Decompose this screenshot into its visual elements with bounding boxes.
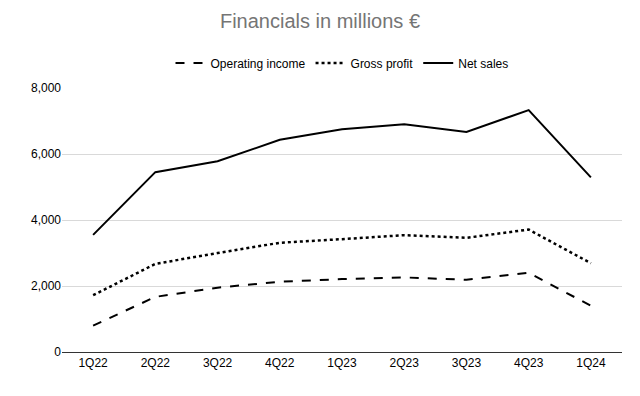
svg-text:1Q24: 1Q24	[576, 356, 606, 370]
svg-text:1Q22: 1Q22	[78, 356, 108, 370]
svg-text:1Q23: 1Q23	[327, 356, 357, 370]
svg-text:4Q22: 4Q22	[265, 356, 295, 370]
svg-text:4,000: 4,000	[31, 213, 61, 227]
svg-text:Net sales: Net sales	[458, 57, 508, 71]
svg-text:2Q23: 2Q23	[390, 356, 420, 370]
svg-text:Financials in millions €: Financials in millions €	[220, 10, 420, 32]
svg-text:Gross profit: Gross profit	[351, 57, 414, 71]
svg-text:3Q23: 3Q23	[452, 356, 482, 370]
svg-text:Operating income: Operating income	[211, 57, 306, 71]
svg-text:2,000: 2,000	[31, 279, 61, 293]
svg-text:8,000: 8,000	[31, 81, 61, 95]
svg-text:3Q22: 3Q22	[203, 356, 233, 370]
svg-text:4Q23: 4Q23	[514, 356, 544, 370]
svg-text:2Q22: 2Q22	[141, 356, 171, 370]
svg-text:0: 0	[54, 345, 61, 359]
svg-text:6,000: 6,000	[31, 147, 61, 161]
